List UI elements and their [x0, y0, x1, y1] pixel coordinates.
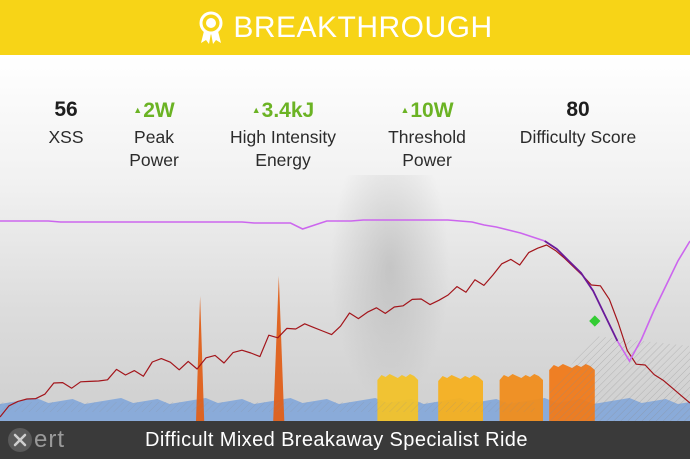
stat-value: ▲2W	[133, 99, 175, 122]
stat-value: 80	[566, 98, 590, 121]
mpa-line	[0, 219, 545, 242]
mpa-shadow-hatch	[549, 336, 690, 421]
ride-power-chart	[0, 219, 690, 421]
cyclist-silhouette	[330, 175, 450, 405]
xert-x-icon	[8, 428, 32, 452]
breakthrough-marker	[589, 315, 601, 327]
stat-xss: 56 XSS	[48, 96, 83, 149]
activity-title: Difficult Mixed Breakaway Specialist Rid…	[145, 429, 528, 451]
stat-value: ▲3.4kJ	[251, 99, 315, 122]
logo-text: ert	[34, 426, 66, 453]
stat-label: Threshold Power	[388, 127, 466, 170]
trend-up-icon: ▲	[400, 105, 410, 115]
interval-bar	[196, 296, 205, 421]
breakthrough-banner: BREAKTHROUGH	[0, 0, 690, 55]
mpa-shadow-layer	[0, 336, 690, 421]
trend-up-icon: ▲	[251, 105, 261, 115]
interval-bars-layer	[196, 276, 595, 421]
award-ribbon-icon	[199, 11, 223, 44]
banner-content: BREAKTHROUGH	[197, 11, 492, 45]
stat-high-intensity-energy: ▲3.4kJ High Intensity Energy	[230, 96, 336, 172]
banner-title: BREAKTHROUGH	[233, 10, 493, 44]
xert-logo: ert	[8, 426, 65, 454]
stat-threshold-power: ▲10W Threshold Power	[388, 96, 466, 172]
stat-difficulty-score: 80 Difficulty Score	[520, 96, 636, 149]
footer-bar: ert Difficult Mixed Breakaway Specialist…	[0, 421, 690, 459]
stat-peak-power: ▲2W Peak Power	[129, 96, 179, 172]
stat-value: 56	[54, 98, 78, 121]
chart-lines-layer	[0, 219, 690, 418]
stat-value: ▲10W	[400, 99, 454, 122]
mpa-line-depleted	[544, 240, 619, 342]
mpa-line-recovery	[616, 240, 690, 363]
stat-label: Difficulty Score	[519, 127, 637, 147]
ride-background-photo	[0, 55, 690, 421]
stats-row: 56 XSS ▲2W Peak Power ▲3.4kJ High Intensi…	[0, 96, 690, 180]
interval-bar	[273, 276, 285, 421]
interval-bar	[499, 374, 543, 421]
stat-label: XSS	[48, 127, 84, 147]
interval-bar	[377, 374, 419, 421]
chart-markers-layer	[589, 315, 601, 327]
trend-up-icon: ▲	[133, 105, 143, 115]
stat-label: High Intensity Energy	[229, 127, 337, 170]
stat-label: Peak Power	[129, 127, 179, 170]
interval-bar	[438, 375, 483, 421]
